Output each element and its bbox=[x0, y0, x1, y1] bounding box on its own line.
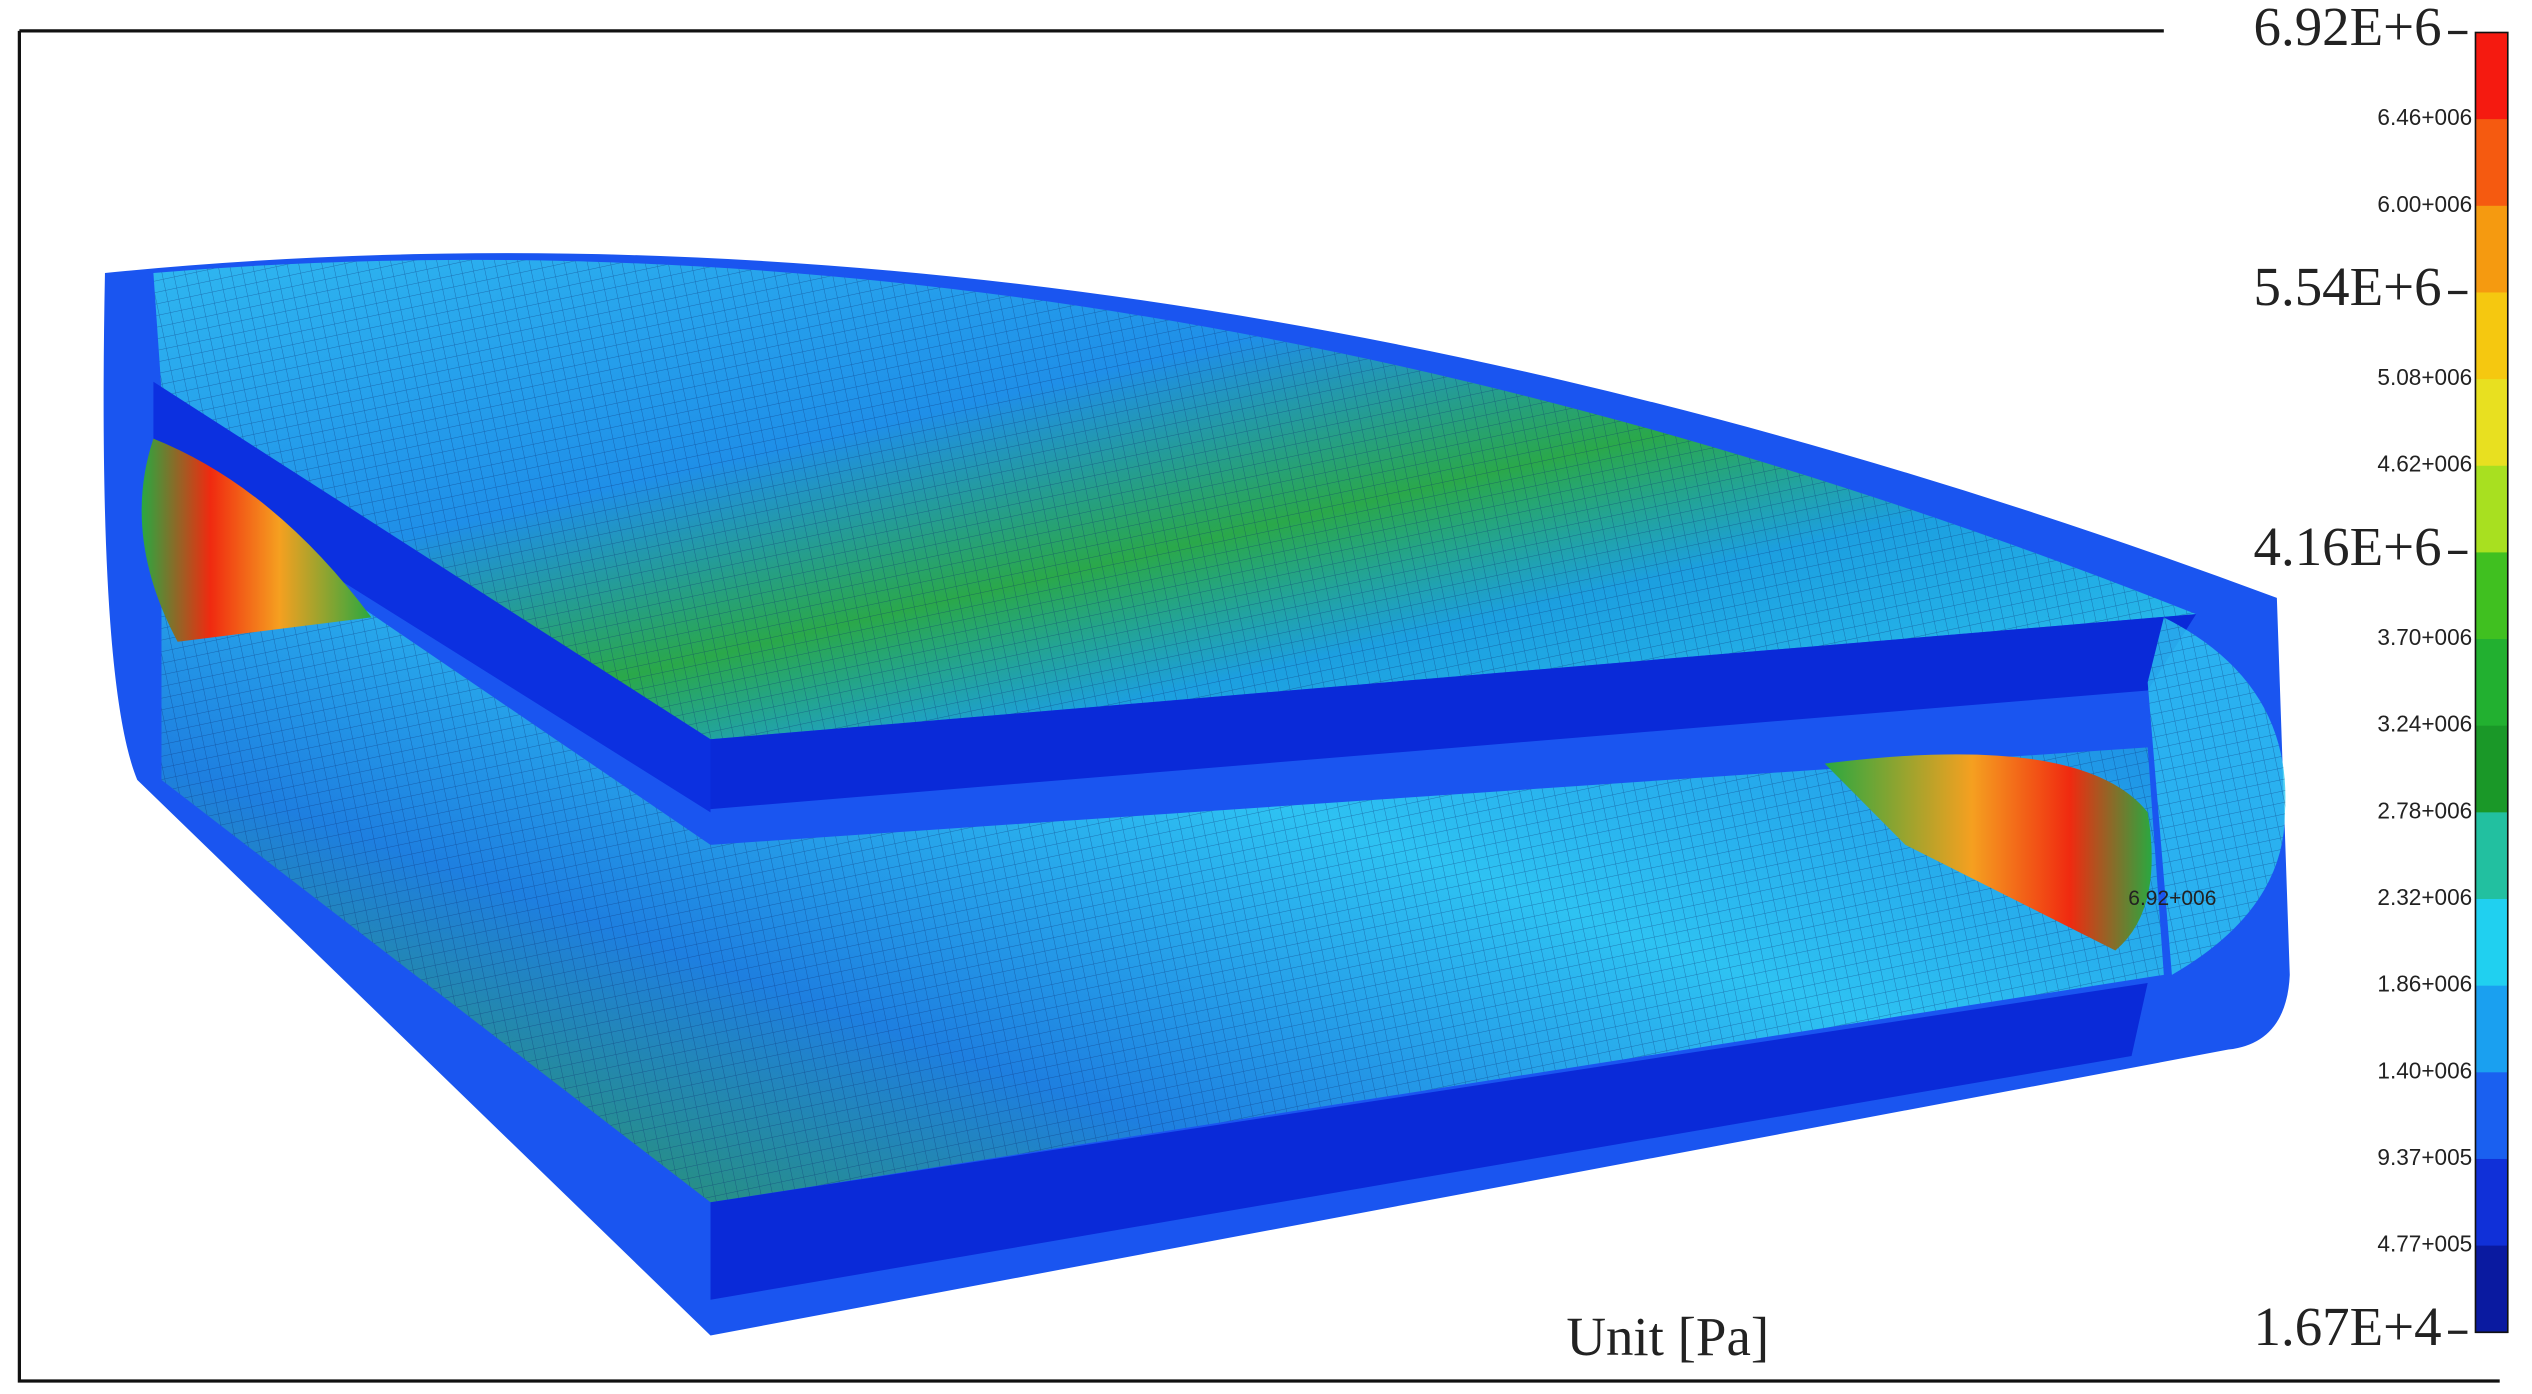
legend-label: 6.46+006 bbox=[2377, 104, 2472, 130]
frame bbox=[17, 29, 2500, 1383]
legend-label: 3.24+006 bbox=[2377, 711, 2472, 737]
legend-label: 2.32+006 bbox=[2377, 884, 2472, 910]
legend-label: 1.40+006 bbox=[2377, 1057, 2472, 1083]
colorbar-band bbox=[2475, 552, 2508, 640]
colorbar: 6.92E+6 6.46+006 6.00+006 5.54E+6 5.08+006 4.… bbox=[2254, 0, 2509, 1357]
colorbar-band bbox=[2475, 465, 2508, 554]
colorbar-band bbox=[2475, 985, 2508, 1074]
colorbar-band bbox=[2475, 119, 2508, 207]
legend-label: 1.67E+4 bbox=[2254, 1296, 2442, 1357]
fea-model bbox=[103, 253, 2290, 1336]
colorbar-band bbox=[2475, 32, 2508, 120]
legend-label: 9.37+005 bbox=[2377, 1144, 2472, 1170]
legend-label: 3.70+006 bbox=[2377, 624, 2472, 650]
legend-label: 1.86+006 bbox=[2377, 971, 2472, 997]
legend-label: 6.92E+6 bbox=[2254, 0, 2442, 57]
colorbar-band bbox=[2475, 1245, 2508, 1334]
colorbar-band bbox=[2475, 292, 2508, 380]
legend-label: 4.77+005 bbox=[2377, 1231, 2472, 1257]
legend-label: 4.16E+6 bbox=[2254, 516, 2442, 577]
colorbar-band bbox=[2475, 899, 2508, 987]
legend-label: 4.62+006 bbox=[2377, 451, 2472, 477]
colorbar-band bbox=[2475, 379, 2508, 467]
colorbar-band bbox=[2475, 812, 2508, 900]
annotation: 6.92+006 bbox=[2128, 887, 2216, 910]
colorbar-band bbox=[2475, 1158, 2508, 1247]
colorbar-border bbox=[2474, 31, 2509, 1334]
colorbar-band bbox=[2475, 1072, 2508, 1160]
legend-label: 5.08+006 bbox=[2377, 364, 2472, 390]
colorbar-band bbox=[2475, 205, 2508, 294]
colorbar-band bbox=[2475, 639, 2508, 727]
legend-label: 5.54E+6 bbox=[2254, 256, 2442, 317]
unit-label: Unit [Pa] bbox=[1566, 1306, 1769, 1367]
legend-label: 6.00+006 bbox=[2377, 191, 2472, 217]
colorbar-band bbox=[2475, 725, 2508, 814]
legend-label: 2.78+006 bbox=[2377, 797, 2472, 823]
